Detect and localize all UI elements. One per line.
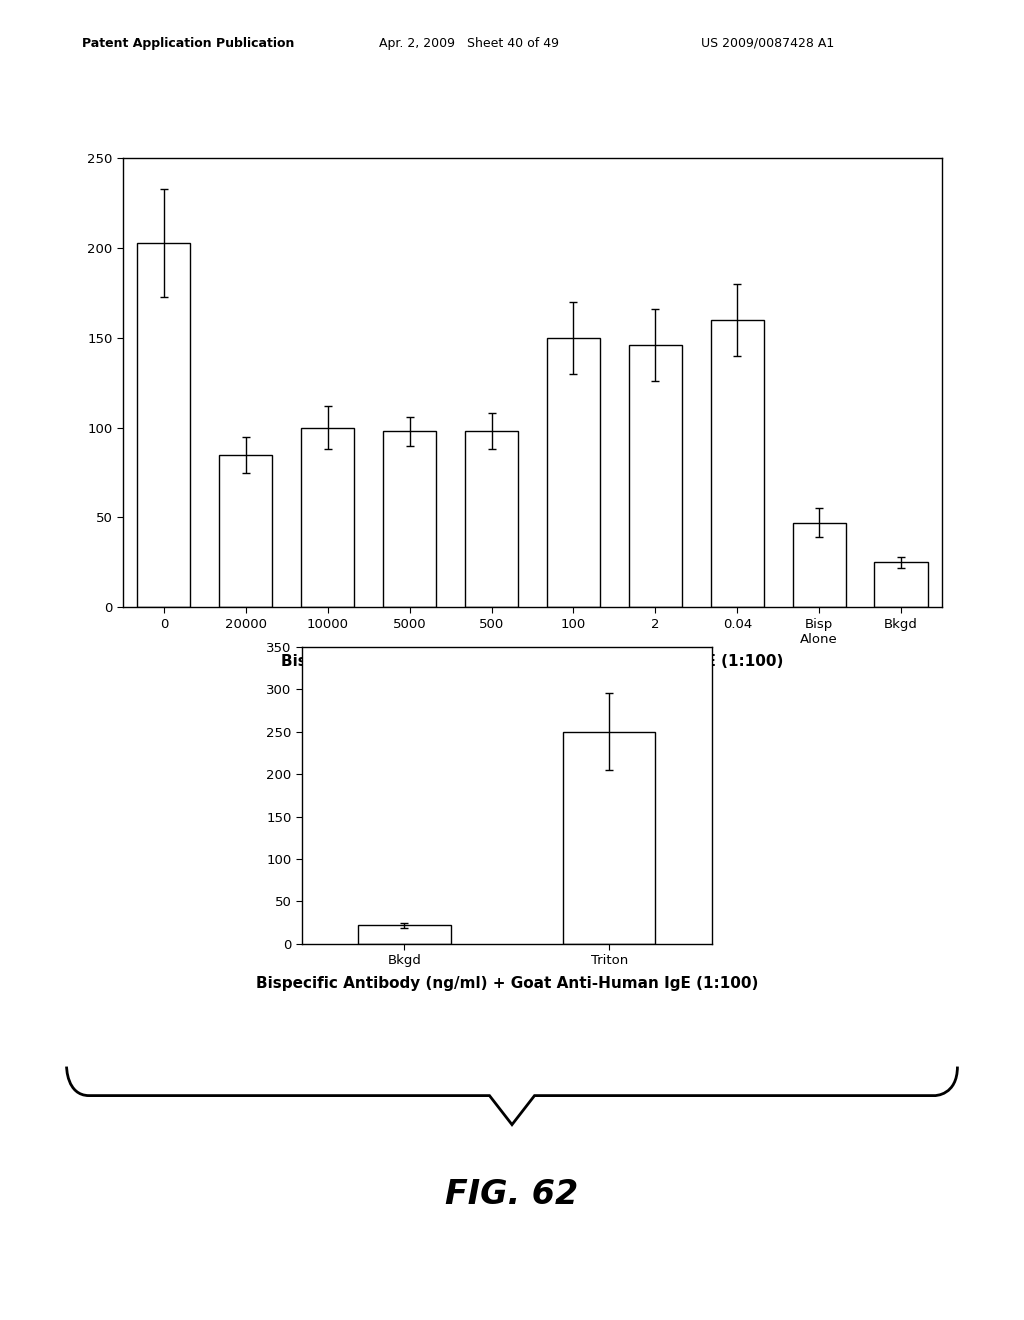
Bar xyxy=(629,345,682,607)
Bar xyxy=(547,338,600,607)
Bar xyxy=(358,925,451,944)
Text: Apr. 2, 2009   Sheet 40 of 49: Apr. 2, 2009 Sheet 40 of 49 xyxy=(379,37,559,50)
Bar xyxy=(711,319,764,607)
Bar xyxy=(793,523,846,607)
Bar xyxy=(301,428,354,607)
Bar xyxy=(383,432,436,607)
X-axis label: Bispecific Antibody (ng/ml) + Goat Anti-Human IgE (1:100): Bispecific Antibody (ng/ml) + Goat Anti-… xyxy=(282,653,783,669)
X-axis label: Bispecific Antibody (ng/ml) + Goat Anti-Human IgE (1:100): Bispecific Antibody (ng/ml) + Goat Anti-… xyxy=(256,975,758,990)
Text: FIG. 62: FIG. 62 xyxy=(445,1177,579,1212)
Text: US 2009/0087428 A1: US 2009/0087428 A1 xyxy=(701,37,835,50)
Bar xyxy=(219,454,272,607)
Bar xyxy=(563,731,655,944)
Bar xyxy=(874,562,928,607)
Bar xyxy=(465,432,518,607)
Bar xyxy=(137,243,190,607)
Text: Patent Application Publication: Patent Application Publication xyxy=(82,37,294,50)
